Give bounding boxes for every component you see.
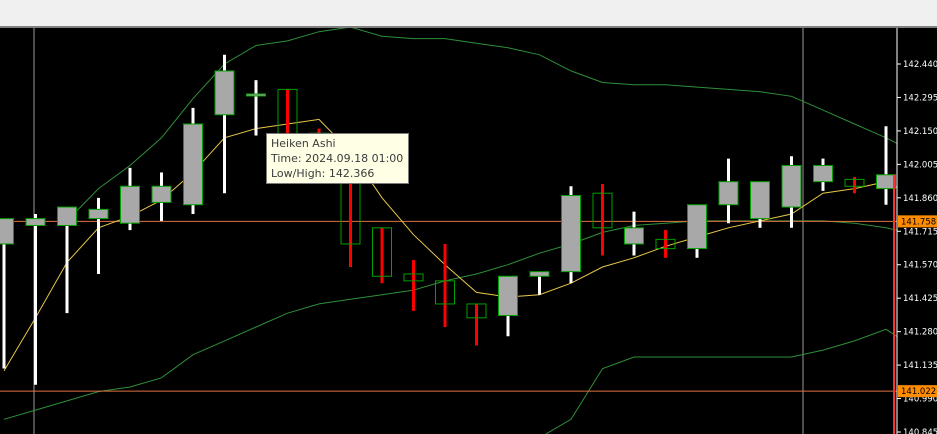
candle-body[interactable] [372,227,392,277]
upper-band-line [66,28,918,222]
candle-body[interactable] [876,174,896,190]
window-toolbar [0,0,937,27]
y-tick-label: 141.860 [903,194,937,204]
candle-body[interactable] [246,93,266,97]
candle-body[interactable] [718,181,739,206]
price-tag-bg [898,215,937,228]
tooltip-lowhigh: Low/High: 142.366 [271,167,375,180]
y-tick-label: 141.715 [903,227,937,237]
candle-body[interactable] [403,273,424,282]
candle-body[interactable] [655,238,676,250]
y-tick-label: 141.570 [903,261,937,271]
candle-body[interactable] [561,195,581,273]
price-chart[interactable]: 142.440 142.295 142.150 142.005 141.860 141.7… [0,28,937,434]
candle-body[interactable] [529,271,550,277]
middle-band-line [3,220,918,420]
y-tick-label: 142.295 [903,93,937,103]
toolbar-divider [0,26,937,28]
y-tick-label: 140.990 [903,395,937,405]
price-tag-bg [898,385,937,398]
candle-body[interactable] [88,208,109,220]
y-tick-label: 141.135 [903,361,937,371]
candle-body[interactable] [214,70,235,116]
candle-body[interactable] [844,178,865,187]
candle-body[interactable] [120,185,140,224]
candle-body[interactable] [57,206,77,227]
candle-body[interactable] [687,204,707,250]
lower-band-line [544,328,918,434]
y-tick-label: 142.440 [903,60,937,70]
y-tick-label: 142.150 [903,127,937,137]
tooltip-time: Time: 2024.09.18 01:00 [271,152,404,165]
candle-body[interactable] [435,280,455,305]
candle-body[interactable] [466,303,487,319]
price-tag-label: 141.758 [901,217,936,227]
moving-average-line [3,118,918,372]
candle-body[interactable] [781,165,802,208]
candle-body[interactable] [813,165,833,183]
candle-tooltip: Heiken Ashi Time: 2024.09.18 01:00 Low/H… [266,133,410,184]
price-tag-label: 141.022 [901,387,936,397]
y-tick-label: 142.005 [903,160,937,170]
tooltip-title: Heiken Ashi [271,137,336,150]
candle-body[interactable] [25,218,46,227]
candle-body[interactable] [0,218,14,245]
y-tick-label: 140.845 [903,428,937,434]
candle-body[interactable] [498,275,518,316]
candle-body[interactable] [151,185,172,203]
y-tick-label: 141.425 [903,294,937,304]
price-scale-bg [897,28,937,434]
candle-body[interactable] [592,192,613,229]
candle-body[interactable] [750,181,770,220]
candle-body[interactable] [183,123,203,206]
y-tick-label: 141.280 [903,328,937,338]
candle-body[interactable] [624,227,644,245]
